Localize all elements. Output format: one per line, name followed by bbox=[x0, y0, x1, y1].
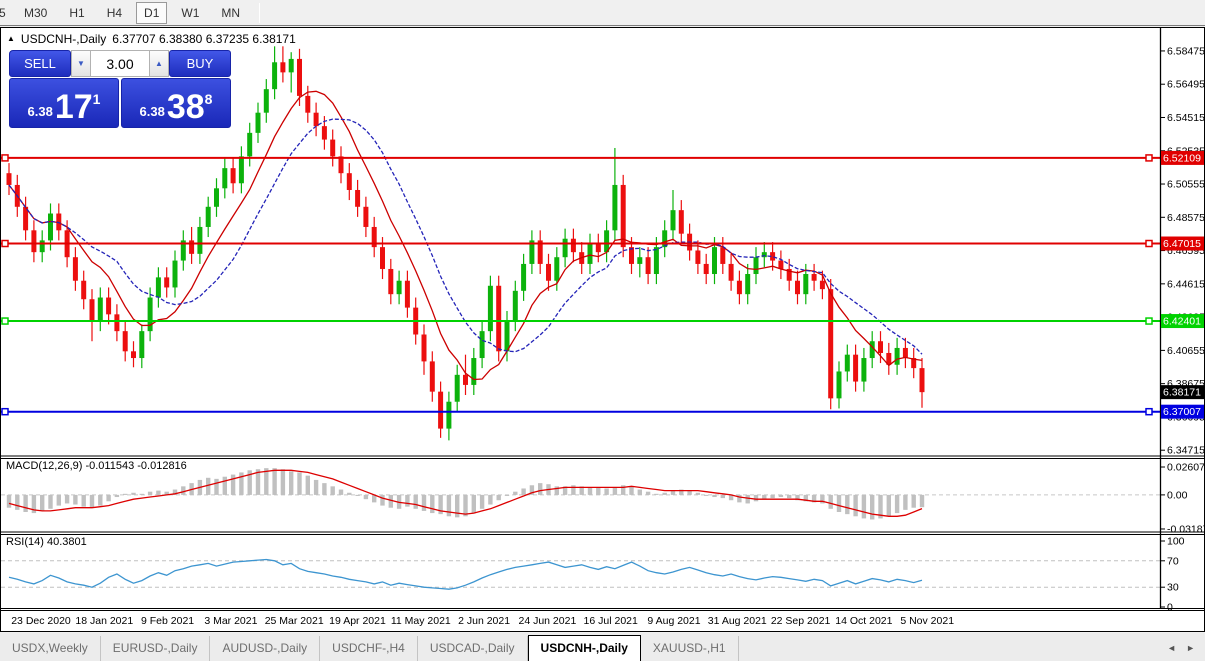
sell-price-prefix: 6.38 bbox=[27, 104, 53, 119]
svg-text:0: 0 bbox=[1167, 602, 1173, 614]
buy-price-pips: 38 bbox=[166, 88, 205, 127]
svg-text:6.37007: 6.37007 bbox=[1163, 406, 1201, 418]
tab-usdcad-daily[interactable]: USDCAD-,Daily bbox=[418, 636, 528, 661]
tab-audusd-daily[interactable]: AUDUSD-,Daily bbox=[210, 636, 321, 661]
svg-text:11 May 2021: 11 May 2021 bbox=[391, 615, 451, 627]
svg-text:70: 70 bbox=[1167, 555, 1179, 567]
svg-text:16 Jul 2021: 16 Jul 2021 bbox=[584, 615, 638, 627]
svg-text:19 Apr 2021: 19 Apr 2021 bbox=[329, 615, 386, 627]
timeframe-button-d1[interactable]: D1 bbox=[136, 1, 168, 24]
collapse-icon[interactable]: ▲ bbox=[7, 33, 15, 43]
volume-increase-button[interactable]: ▲ bbox=[149, 50, 169, 77]
sell-price-pips: 17 bbox=[54, 88, 93, 127]
symbol-tab-bar: USDX,Weekly EURUSD-,Daily AUDUSD-,Daily USD… bbox=[0, 633, 1205, 661]
tab-xauusd-h1[interactable]: XAUUSD-,H1 bbox=[641, 636, 739, 661]
svg-text:-0.03187: -0.03187 bbox=[1167, 523, 1204, 535]
svg-text:30: 30 bbox=[1167, 582, 1179, 594]
svg-text:6.54515: 6.54515 bbox=[1167, 112, 1204, 124]
svg-text:6.42401: 6.42401 bbox=[1163, 316, 1201, 328]
tab-scroll-arrows: ◄ ► bbox=[1167, 643, 1205, 661]
symbol-period-label: USDCNH-,Daily bbox=[20, 32, 107, 46]
svg-text:22 Sep 2021: 22 Sep 2021 bbox=[771, 615, 831, 627]
tab-usdx-weekly[interactable]: USDX,Weekly bbox=[0, 636, 101, 661]
timeframe-button-mn[interactable]: MN bbox=[221, 5, 241, 20]
svg-text:2 Jun 2021: 2 Jun 2021 bbox=[458, 615, 510, 627]
svg-text:6.50555: 6.50555 bbox=[1167, 179, 1204, 191]
svg-text:31 Aug 2021: 31 Aug 2021 bbox=[708, 615, 767, 627]
svg-text:6.46595: 6.46595 bbox=[1167, 245, 1204, 257]
ohlc-values: 6.37707 6.38380 6.37235 6.38171 bbox=[112, 32, 296, 46]
svg-text:5 Nov 2021: 5 Nov 2021 bbox=[900, 615, 954, 627]
svg-text:18 Jan 2021: 18 Jan 2021 bbox=[75, 615, 133, 627]
one-click-trade-panel: SELL ▼ ▲ BUY 6.38 17 1 6.38 38 8 bbox=[9, 50, 231, 128]
timeframe-button-5[interactable]: 5 bbox=[0, 2, 10, 24]
svg-text:100: 100 bbox=[1167, 536, 1185, 548]
svg-text:6.34715: 6.34715 bbox=[1167, 445, 1204, 457]
sell-quote-button[interactable]: 6.38 17 1 bbox=[9, 78, 119, 128]
buy-price-point: 8 bbox=[204, 91, 213, 107]
svg-text:6.48575: 6.48575 bbox=[1167, 212, 1204, 224]
svg-text:6.47015: 6.47015 bbox=[1163, 238, 1201, 250]
svg-text:3 Mar 2021: 3 Mar 2021 bbox=[204, 615, 257, 627]
buy-button[interactable]: BUY bbox=[169, 50, 231, 77]
svg-text:24 Jun 2021: 24 Jun 2021 bbox=[518, 615, 576, 627]
svg-text:25 Mar 2021: 25 Mar 2021 bbox=[265, 615, 324, 627]
volume-input[interactable] bbox=[91, 50, 149, 77]
timeframe-button-m30[interactable]: M30 bbox=[24, 5, 48, 20]
svg-text:14 Oct 2021: 14 Oct 2021 bbox=[835, 615, 892, 627]
svg-text:6.38171: 6.38171 bbox=[1163, 387, 1201, 399]
sell-price-point: 1 bbox=[92, 91, 101, 107]
svg-text:0.00: 0.00 bbox=[1167, 489, 1188, 501]
svg-text:23 Dec 2020: 23 Dec 2020 bbox=[11, 615, 71, 627]
tab-usdchf-h4[interactable]: USDCHF-,H4 bbox=[320, 636, 418, 661]
svg-text:6.52109: 6.52109 bbox=[1163, 152, 1201, 164]
chart-window: 6.584756.564956.545156.525356.505556.485… bbox=[0, 27, 1205, 632]
svg-text:9 Feb 2021: 9 Feb 2021 bbox=[141, 615, 194, 627]
svg-text:6.40655: 6.40655 bbox=[1167, 345, 1204, 357]
svg-text:6.44615: 6.44615 bbox=[1167, 278, 1204, 290]
svg-text:0.02607: 0.02607 bbox=[1167, 462, 1204, 474]
svg-text:6.58475: 6.58475 bbox=[1167, 45, 1204, 57]
chart-canvas[interactable]: 6.584756.564956.545156.525356.505556.485… bbox=[1, 28, 1204, 631]
arrow-up-icon: ▲ bbox=[155, 59, 163, 68]
tab-usdcnh-daily[interactable]: USDCNH-,Daily bbox=[527, 635, 641, 661]
tab-eurusd-daily[interactable]: EURUSD-,Daily bbox=[101, 636, 211, 661]
timeframe-button-h4[interactable]: H4 bbox=[106, 5, 123, 20]
arrow-down-icon: ▼ bbox=[77, 59, 85, 68]
macd-indicator-label: MACD(12,26,9) -0.011543 -0.012816 bbox=[6, 460, 187, 472]
toolbar-separator bbox=[259, 2, 261, 23]
chart-title: ▲ USDCNH-,Daily 6.37707 6.38380 6.37235 … bbox=[7, 32, 296, 46]
timeframe-button-h1[interactable]: H1 bbox=[69, 5, 85, 20]
volume-decrease-button[interactable]: ▼ bbox=[71, 50, 91, 77]
buy-quote-button[interactable]: 6.38 38 8 bbox=[121, 78, 231, 128]
svg-text:9 Aug 2021: 9 Aug 2021 bbox=[647, 615, 700, 627]
tab-scroll-left-icon[interactable]: ◄ bbox=[1167, 643, 1177, 653]
timeframe-toolbar: 5 M30 H1 H4 D1 W1 MN bbox=[0, 0, 1205, 26]
rsi-indicator-label: RSI(14) 40.3801 bbox=[6, 536, 87, 548]
svg-text:6.56495: 6.56495 bbox=[1167, 79, 1204, 91]
tab-scroll-right-icon[interactable]: ► bbox=[1186, 643, 1195, 653]
buy-price-prefix: 6.38 bbox=[139, 104, 165, 119]
timeframe-button-w1[interactable]: W1 bbox=[181, 5, 200, 20]
sell-button[interactable]: SELL bbox=[9, 50, 71, 77]
